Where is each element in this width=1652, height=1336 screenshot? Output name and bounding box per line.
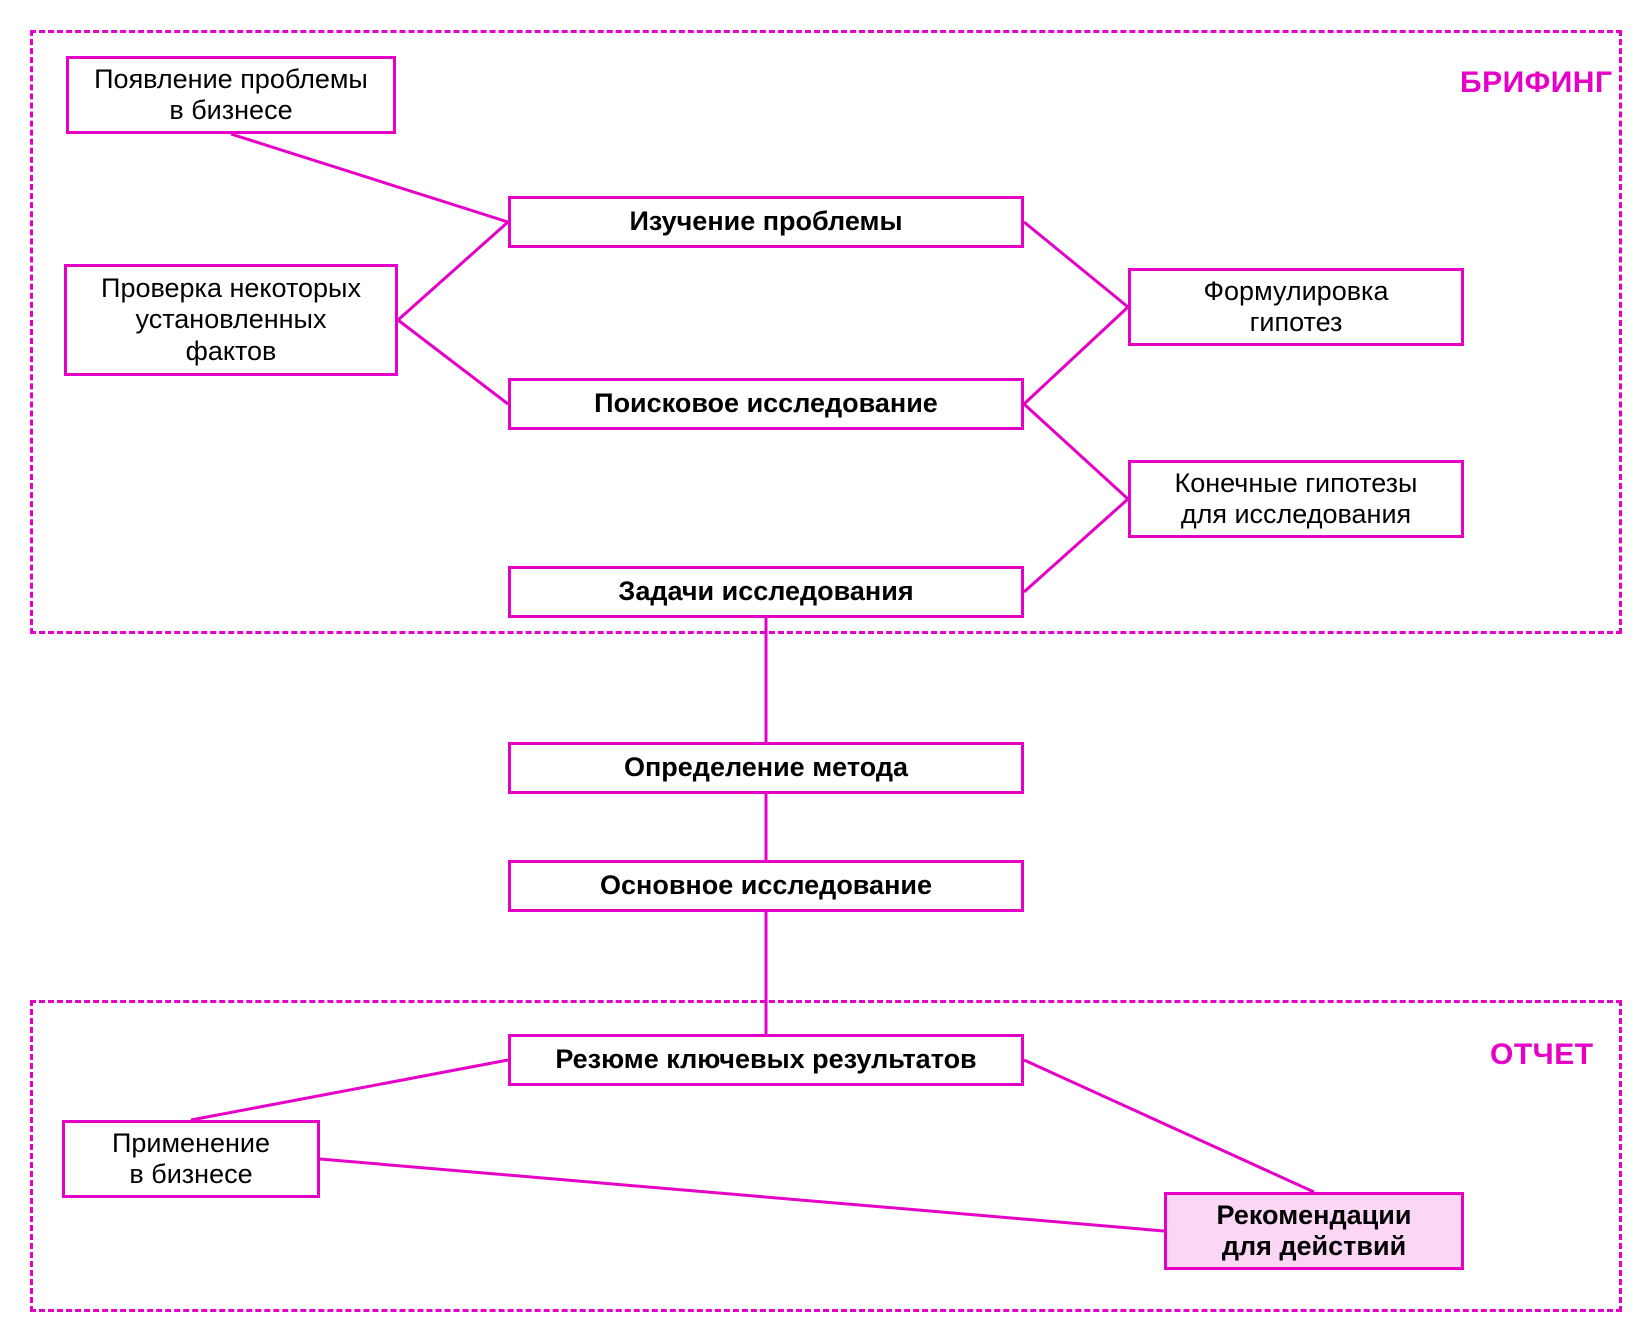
flowchart-canvas: БРИФИНГ ОТЧЕТ Появление проблемы в бизнесе…	[0, 0, 1652, 1336]
node-hypotheses: Формулировка гипотез	[1128, 268, 1464, 346]
node-recommendations: Рекомендации для действий	[1164, 1192, 1464, 1270]
node-check_facts: Проверка некоторых установленных фактов	[64, 264, 398, 376]
frame-label-report: ОТЧЕТ	[1490, 1038, 1594, 1072]
node-exploratory: Поисковое исследование	[508, 378, 1024, 430]
node-application: Применение в бизнесе	[62, 1120, 320, 1198]
frame-label-briefing: БРИФИНГ	[1460, 66, 1612, 100]
node-study_problem: Изучение проблемы	[508, 196, 1024, 248]
node-final_hypotheses: Конечные гипотезы для исследования	[1128, 460, 1464, 538]
node-method: Определение метода	[508, 742, 1024, 794]
node-summary: Резюме ключевых результатов	[508, 1034, 1024, 1086]
node-tasks: Задачи исследования	[508, 566, 1024, 618]
node-main_research: Основное исследование	[508, 860, 1024, 912]
node-problem_appearance: Появление проблемы в бизнесе	[66, 56, 396, 134]
